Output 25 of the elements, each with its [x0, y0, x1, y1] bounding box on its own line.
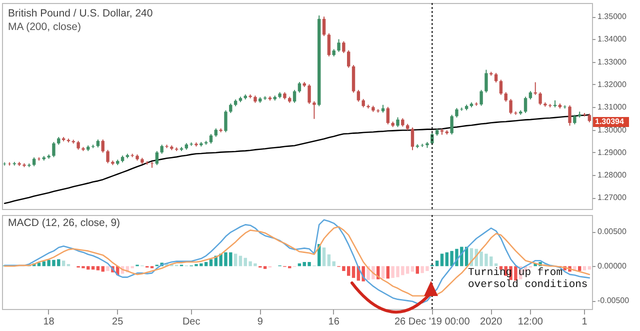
y-tick-label: 1.33000	[598, 57, 627, 66]
x-tick-label: 12:00	[518, 316, 544, 328]
y-tick-label: 1.31000	[598, 102, 627, 112]
x-tick-label: Dec	[182, 316, 200, 328]
chart-title: MACD (12, 26, close, 9)	[8, 217, 120, 229]
y-tick-label: 0.00500	[598, 227, 627, 236]
y-tick-label: 1.30000	[598, 125, 627, 134]
x-tick-label: 2020	[480, 316, 503, 328]
x-tick-label: 18	[43, 316, 55, 328]
y-tick-label: 1.35000	[598, 12, 627, 22]
y-tick-label: 1.32000	[598, 80, 627, 89]
text: 1.30394	[595, 117, 624, 126]
y-tick-label: 1.28000	[598, 170, 627, 180]
chart-title: British Pound / U.S. Dollar, 240	[8, 8, 153, 20]
y-tick-label: 0.00000	[598, 262, 627, 271]
x-tick-label: 16	[328, 316, 340, 328]
x-tick-label: 25	[112, 316, 124, 328]
x-tick-label: 1	[582, 316, 588, 328]
y-tick-label: -0.00500	[598, 296, 630, 306]
y-tick-label: 1.27000	[598, 193, 627, 202]
x-tick-label: 9	[257, 316, 264, 328]
text: MA (200, close)	[8, 21, 81, 33]
x-tick-label: 26 Dec '19 00:00	[394, 316, 470, 328]
y-tick-label: 1.29000	[598, 148, 627, 157]
y-tick-label: 1.34000	[598, 34, 627, 44]
